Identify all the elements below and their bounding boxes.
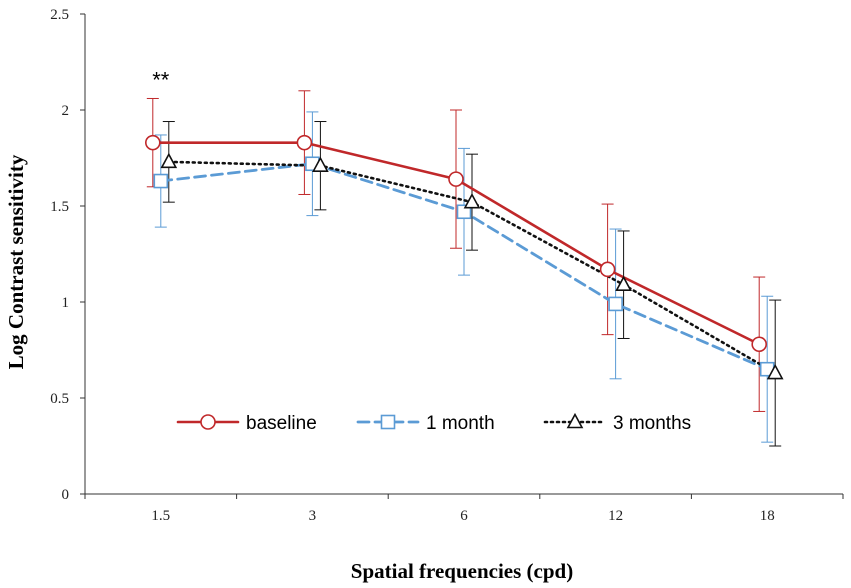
- data-point-1-month: [608, 296, 623, 312]
- data-point-baseline: [448, 171, 464, 187]
- data-point-3-months: [463, 192, 481, 209]
- y-tick-label: 0.5: [50, 391, 69, 407]
- y-tick-label: 0: [62, 487, 70, 503]
- data-point-3-months: [615, 275, 632, 292]
- data-point-baseline: [599, 261, 616, 278]
- data-point-1-month: [153, 173, 169, 189]
- data-point-baseline: [296, 134, 313, 151]
- legend-marker-baseline: [200, 414, 216, 430]
- series-markers: [145, 134, 784, 380]
- legend-marker-3-months: [566, 412, 584, 429]
- y-tick-label: 1.5: [50, 199, 69, 215]
- x-tick-label: 6: [460, 508, 468, 524]
- data-point-3-months: [160, 152, 178, 169]
- legend: baseline 1 month 3 months: [176, 412, 691, 434]
- data-point-1-month: [456, 204, 472, 220]
- x-tick-label: 12: [608, 508, 623, 524]
- x-tick-label: 18: [760, 508, 775, 524]
- y-tick-label: 2.5: [50, 7, 69, 23]
- significance-annotation: **: [152, 67, 170, 92]
- y-axis-title: Log Contrast sensitivity: [4, 154, 28, 369]
- data-point-baseline: [145, 134, 161, 151]
- axes: 0 0.5 1 1.5 2 2.5 1.5 3 6 12 18: [50, 7, 844, 524]
- legend-label-1-month: 1 month: [426, 413, 495, 434]
- legend-label-3-months: 3 months: [613, 413, 691, 434]
- data-point-3-months: [766, 363, 784, 380]
- data-point-3-months: [312, 156, 329, 172]
- legend-label-baseline: baseline: [246, 413, 317, 434]
- x-tick-label: 3: [309, 508, 317, 524]
- y-tick-label: 1: [62, 295, 70, 311]
- error-bars: [146, 90, 782, 447]
- legend-marker-1-month: [380, 414, 396, 430]
- annotations: **: [152, 67, 170, 92]
- y-tick-label: 2: [62, 103, 70, 119]
- x-tick-label: 1.5: [151, 508, 170, 524]
- x-axis-title: Spatial frequencies (cpd): [351, 559, 573, 583]
- data-point-baseline: [751, 336, 768, 353]
